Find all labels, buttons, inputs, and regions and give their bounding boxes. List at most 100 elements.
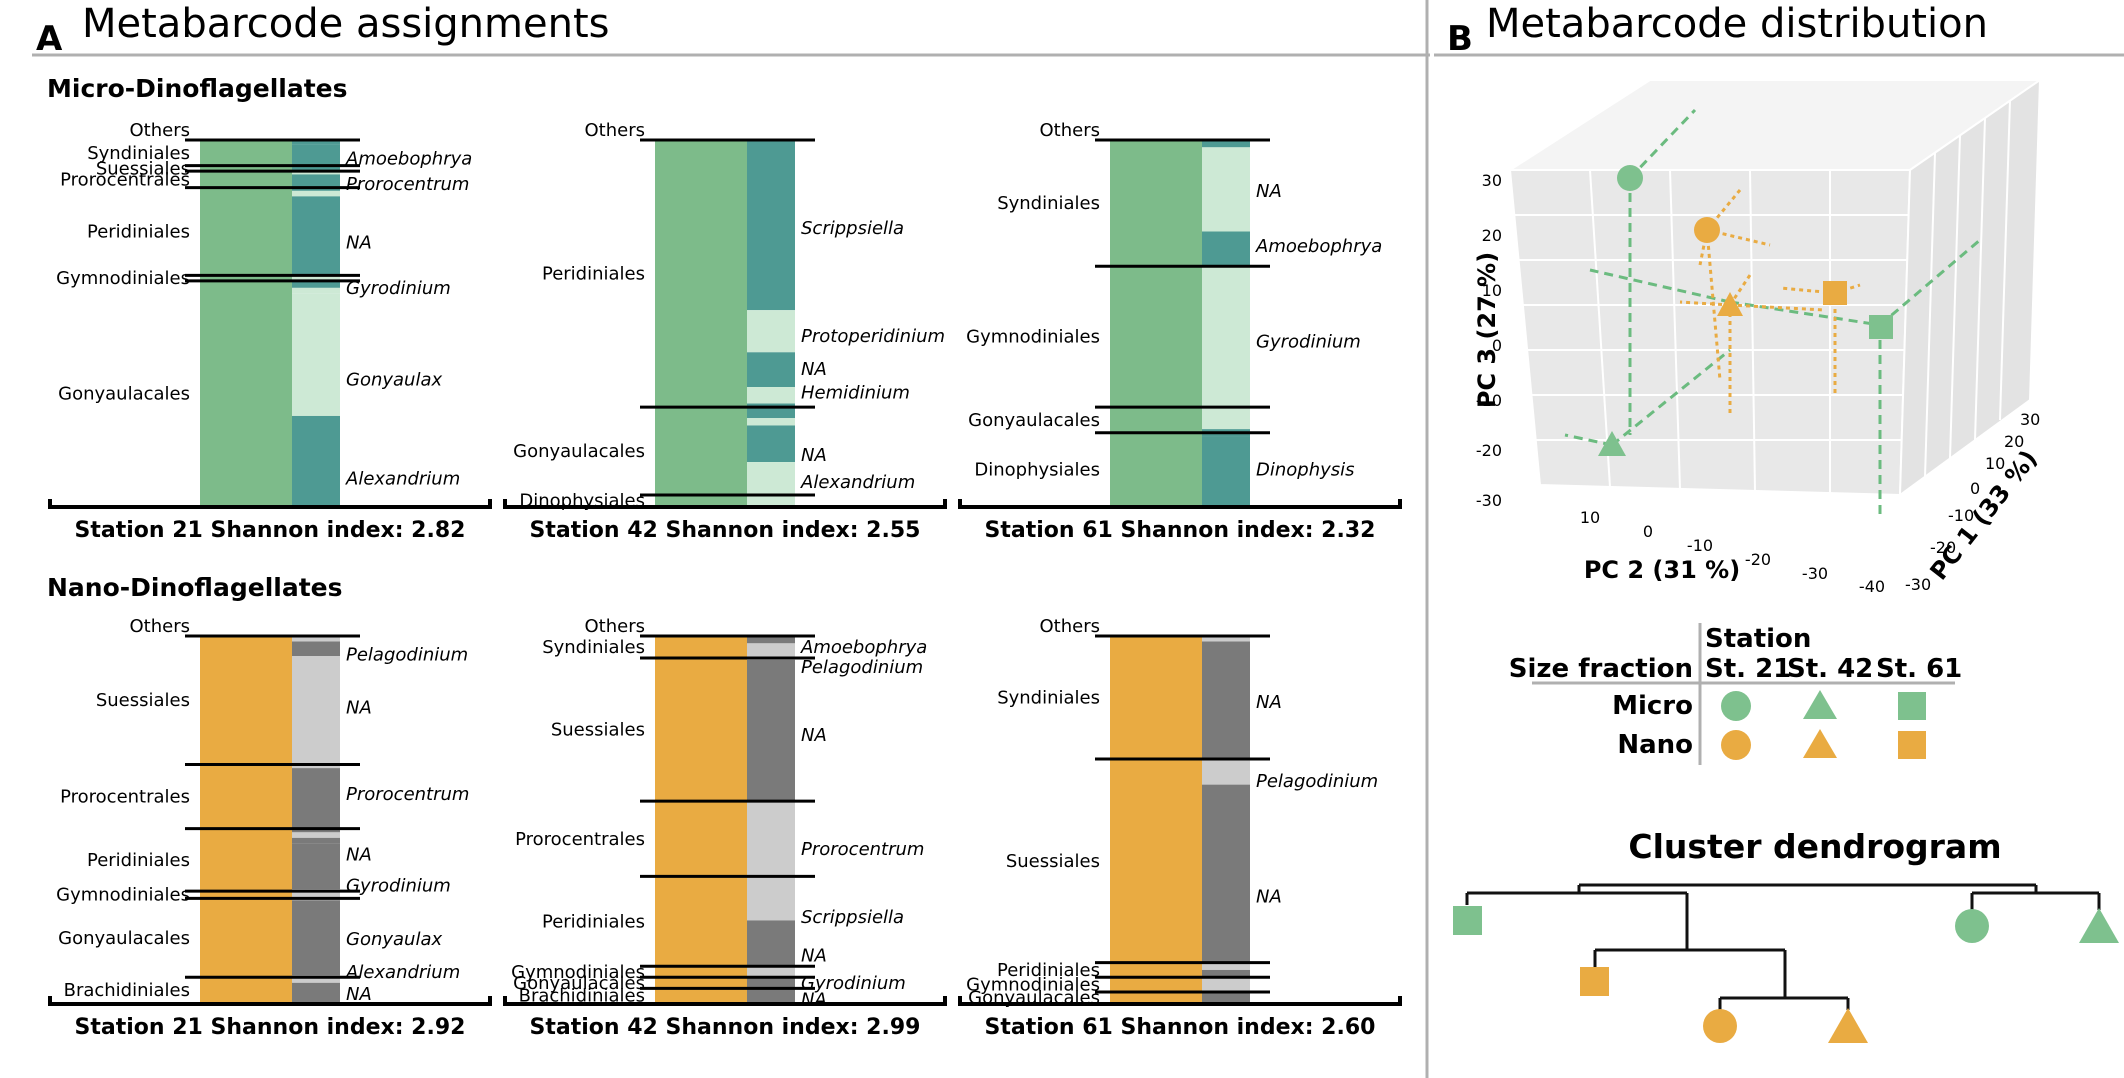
genus-label: Pelagodinium	[346, 644, 468, 665]
svg-text:-30: -30	[1476, 491, 1502, 510]
order-label: Peridiniales	[997, 960, 1100, 981]
pca-point-micro-st21	[1617, 165, 1643, 191]
panel-b-title: Metabarcode distribution	[1486, 1, 1988, 47]
genus-segment	[1202, 147, 1250, 232]
genus-label: Amoebophrya	[800, 637, 927, 658]
panel-b-letter: B	[1447, 19, 1473, 59]
order-bar	[1110, 636, 1202, 1003]
svg-text:30: 30	[1482, 171, 1502, 190]
genus-segment	[747, 352, 795, 388]
order-label: Syndiniales	[542, 637, 645, 658]
station-label: Station 61 Shannon index: 2.60	[985, 1015, 1376, 1040]
svg-text:0: 0	[1643, 522, 1653, 541]
genus-label: NA	[346, 698, 372, 719]
svg-text:20: 20	[2004, 432, 2024, 451]
station-panel-micro-0: OthersSyndinialesSuessialesProrocentrale…	[48, 120, 492, 543]
svg-text:-10: -10	[1476, 391, 1502, 410]
genus-segment	[1202, 636, 1250, 642]
svg-text:-10: -10	[1948, 506, 1974, 525]
genus-segment	[747, 659, 795, 802]
legend-st61: St. 61	[1876, 654, 1962, 684]
station-label: Station 61 Shannon index: 2.32	[985, 518, 1376, 543]
genus-label: Prorocentrum	[346, 174, 469, 195]
genus-label: Gyrodinium	[1256, 331, 1361, 352]
genus-segment	[1202, 231, 1250, 267]
order-label: Gymnodiniales	[966, 327, 1100, 348]
legend-micro-label: Micro	[1612, 691, 1693, 721]
genus-label: NA	[346, 984, 372, 1005]
legend-nano-st21-circle	[1721, 730, 1751, 760]
genus-segment	[292, 982, 340, 1003]
dendro-leaf-nano-st42	[1828, 1008, 1868, 1043]
genus-segment	[1202, 266, 1250, 430]
station-label: Station 21 Shannon index: 2.92	[75, 1015, 466, 1040]
genus-segment	[1202, 977, 1250, 992]
dendro-leaf-micro-st61	[1453, 906, 1482, 935]
genus-label: NA	[801, 725, 827, 746]
genus-label: Gyrodinium	[801, 973, 906, 994]
genus-label: Gonyaulax	[346, 370, 442, 391]
order-label: Dinophysiales	[974, 459, 1100, 480]
svg-text:0: 0	[1492, 336, 1502, 355]
station-panel-nano-2: Others Syndiniales Suessiales PeridinialesG…	[958, 616, 1402, 1040]
order-label: Prorocentrales	[60, 169, 190, 190]
station-bracket	[958, 996, 1402, 1006]
order-label: Others	[130, 616, 191, 637]
order-label: Others	[1040, 616, 1101, 637]
order-bar	[1110, 140, 1202, 506]
pc3-axis-label: PC 3 (27 %)	[1473, 252, 1501, 408]
bar-charts: OthersSyndinialesSuessialesProrocentrale…	[48, 120, 1402, 1040]
genus-segment	[747, 801, 795, 877]
genus-label: Amoebophrya	[1255, 236, 1382, 257]
genus-label: NA	[801, 945, 827, 966]
genus-label: Dinophysis	[1256, 459, 1355, 480]
micro-drop-lines	[1564, 108, 1981, 520]
order-label: Others	[585, 120, 646, 141]
order-label: Gymnodiniales	[56, 885, 190, 906]
order-label: Gonyaulacales	[513, 973, 645, 994]
svg-text:-20: -20	[1930, 538, 1956, 557]
genus-segment	[1202, 784, 1250, 963]
order-label: Others	[1040, 120, 1101, 141]
genus-label: Scrippsiella	[801, 218, 904, 239]
order-label: Gymnodiniales	[56, 268, 190, 289]
svg-text:0: 0	[1970, 479, 1980, 498]
genus-label: NA	[801, 989, 827, 1010]
genus-segment	[747, 387, 795, 404]
panel-a-letter: A	[36, 19, 63, 59]
genus-segment	[747, 462, 795, 506]
order-label: Others	[585, 616, 646, 637]
genus-label: NA	[801, 359, 827, 380]
svg-text:-30: -30	[1802, 564, 1828, 583]
genus-segment	[292, 889, 340, 901]
genus-label: Prorocentrum	[346, 784, 469, 805]
svg-text:10: 10	[1985, 454, 2005, 473]
genus-segment	[747, 977, 795, 989]
order-label: Syndiniales	[997, 687, 1100, 708]
station-bracket	[503, 996, 947, 1006]
order-bar	[200, 636, 292, 1003]
genus-label: Gyrodinium	[346, 876, 451, 897]
station-label: Station 42 Shannon index: 2.55	[530, 518, 921, 543]
genus-label: Gonyaulax	[346, 929, 442, 950]
station-label: Station 21 Shannon index: 2.82	[75, 518, 466, 543]
nano-group-heading: Nano-Dinoflagellates	[47, 573, 342, 602]
genus-segment	[292, 900, 340, 976]
svg-text:-10: -10	[1687, 536, 1713, 555]
legend-micro-st42-triangle	[1803, 690, 1837, 719]
genus-segment	[747, 636, 795, 644]
genus-segment	[1202, 758, 1250, 785]
genus-segment	[292, 196, 340, 276]
order-bar	[200, 140, 292, 506]
station-panel-micro-1: OthersPeridinialesGonyaulacalesDinophysi…	[503, 120, 947, 543]
legend-nano-st61-square	[1898, 731, 1926, 759]
order-label: Gymnodiniales	[511, 962, 645, 983]
micro-group-heading: Micro-Dinoflagellates	[47, 74, 348, 103]
genus-segment	[747, 643, 795, 660]
pc2-ticks: 10 0 -10 -20 -30 -40	[1580, 508, 1885, 596]
order-label: Gonyaulacales	[513, 441, 645, 462]
order-bar	[655, 140, 747, 506]
station-label: Station 42 Shannon index: 2.99	[530, 1015, 921, 1040]
genus-segment	[292, 832, 340, 838]
